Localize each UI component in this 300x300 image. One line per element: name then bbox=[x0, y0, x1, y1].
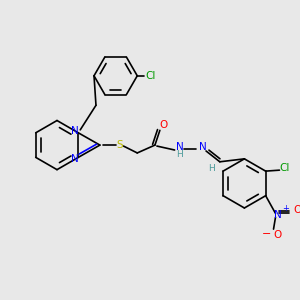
Text: Cl: Cl bbox=[146, 71, 156, 81]
Text: O: O bbox=[273, 230, 282, 240]
Text: O: O bbox=[293, 206, 300, 215]
Text: H: H bbox=[176, 150, 183, 159]
Text: N: N bbox=[176, 142, 183, 152]
Text: S: S bbox=[116, 140, 123, 150]
Text: N: N bbox=[71, 154, 79, 164]
Text: −: − bbox=[262, 229, 271, 239]
Text: Cl: Cl bbox=[279, 163, 290, 173]
Text: N: N bbox=[199, 142, 207, 152]
Text: N: N bbox=[71, 126, 79, 136]
Text: +: + bbox=[282, 204, 289, 213]
Text: H: H bbox=[208, 164, 215, 173]
Text: N: N bbox=[274, 210, 281, 220]
Text: O: O bbox=[160, 120, 168, 130]
